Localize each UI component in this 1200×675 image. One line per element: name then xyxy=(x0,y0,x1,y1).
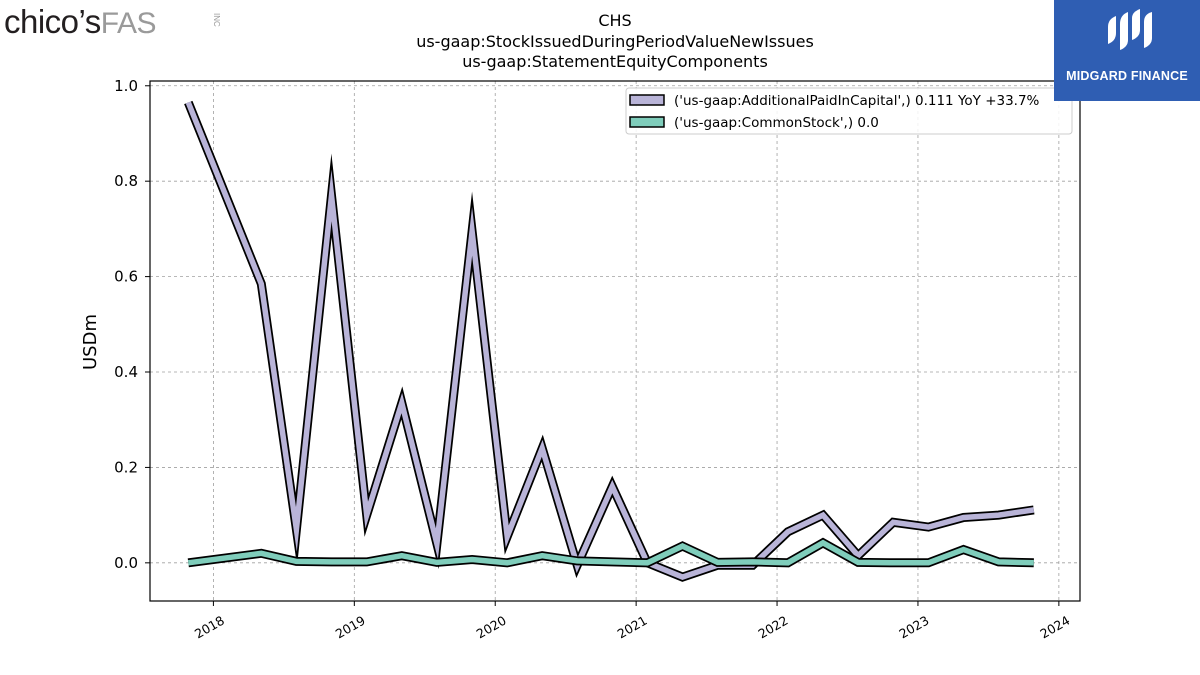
y-tick-label: 0.8 xyxy=(114,172,138,190)
logo-left-suffix: INC xyxy=(212,13,221,27)
chart-title-statement: us-gaap:StatementEquityComponents xyxy=(462,52,768,71)
y-tick-label: 0.2 xyxy=(114,458,138,476)
logo-right-brand: MIDGARD FINANCE xyxy=(1066,69,1188,83)
x-axis-ticks: 2018 2019 2020 2021 2022 2023 2024 xyxy=(192,601,1072,642)
chart-title-ticker: CHS xyxy=(598,11,631,30)
chart-title-concept: us-gaap:StockIssuedDuringPeriodValueNewI… xyxy=(416,32,814,51)
plot-frame xyxy=(149,80,1081,602)
x-tick-label: 2019 xyxy=(333,613,368,642)
series-0 xyxy=(184,100,1035,582)
y-tick-label: 0.4 xyxy=(114,363,138,381)
logo-left-brand: chico’sFAS xyxy=(4,3,156,40)
y-tick-label: 1.0 xyxy=(114,77,138,95)
x-tick-label: 2020 xyxy=(474,613,509,642)
y-axis-ticks: 0.0 0.2 0.4 0.6 0.8 1.0 xyxy=(114,77,150,572)
x-tick-label: 2023 xyxy=(896,613,931,642)
legend-label-common-stock: ('us-gaap:CommonStock',) 0.0 xyxy=(674,115,879,131)
axes xyxy=(149,80,1081,602)
legend-swatch-common-stock xyxy=(629,116,665,128)
x-tick-label: 2021 xyxy=(615,613,650,642)
chicos-fas-logo: chico’sFAS INC xyxy=(4,3,221,40)
grid xyxy=(150,81,1080,601)
series-1 xyxy=(187,537,1034,568)
series-layer xyxy=(184,100,1035,582)
midgard-finance-logo: MIDGARD FINANCE xyxy=(1054,0,1200,101)
legend: ('us-gaap:AdditionalPaidInCapital',) 0.1… xyxy=(625,87,1073,135)
y-tick-label: 0.6 xyxy=(114,268,138,286)
legend-label-additional-paid-in-capital: ('us-gaap:AdditionalPaidInCapital',) 0.1… xyxy=(674,93,1040,109)
legend-box xyxy=(625,87,1073,135)
x-tick-label: 2022 xyxy=(755,613,790,642)
y-axis-label: USDm xyxy=(80,314,101,370)
y-tick-label: 0.0 xyxy=(114,554,138,572)
legend-swatch-additional-paid-in-capital xyxy=(629,94,665,106)
x-tick-label: 2024 xyxy=(1037,613,1072,642)
x-tick-label: 2018 xyxy=(192,613,227,642)
series-line xyxy=(187,539,1034,566)
series-line xyxy=(185,101,1035,581)
midgard-mark-icon xyxy=(1108,9,1152,50)
